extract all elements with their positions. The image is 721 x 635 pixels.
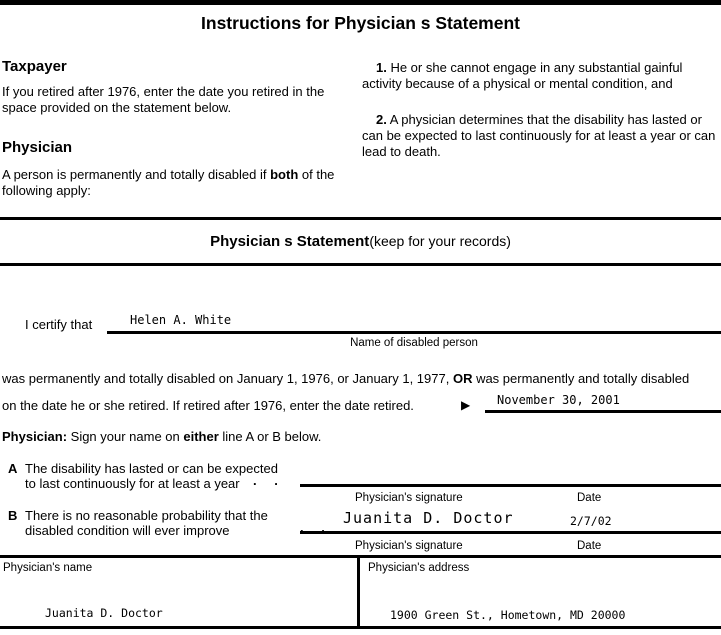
- line-b-signature-line[interactable]: [300, 531, 721, 534]
- item1-text: He or she cannot engage in any substanti…: [362, 60, 683, 91]
- sign-instr-physician: Physician:: [2, 429, 68, 444]
- line-b-signature-caption: Physician's signature: [355, 540, 463, 552]
- line-a-dot-leader: . .: [253, 473, 278, 488]
- line-a-signature-line[interactable]: [300, 484, 721, 487]
- line-a-date-caption: Date: [577, 492, 602, 504]
- physician-heading: Physician: [2, 139, 73, 156]
- physician-text-suffix: of the following apply:: [2, 167, 335, 198]
- sign-instruction: Physician: Sign your name on either line…: [2, 429, 321, 444]
- item1-number: 1.: [376, 60, 387, 75]
- physician-address-field[interactable]: 1900 Green St., Hometown, MD 20000: [390, 608, 626, 622]
- line-b-letter: B: [8, 508, 18, 523]
- disabled-person-name-field[interactable]: Helen A. White: [130, 313, 232, 327]
- footer-box-top-border: [0, 555, 721, 558]
- line-b-signature-field[interactable]: Juanita D. Doctor: [343, 509, 514, 527]
- statement-header-note: (keep for your records): [369, 233, 511, 249]
- para1-suffix: was permanently and totally disabled: [472, 371, 690, 386]
- para1-prefix: was permanently and totally disabled on …: [2, 371, 453, 386]
- footer-box-bottom-border: [0, 626, 721, 629]
- taxpayer-text: If you retired after 1976, enter the dat…: [2, 84, 325, 115]
- line-a-text: The disability has lasted or can be expe…: [25, 461, 278, 491]
- date-retired-field[interactable]: November 30, 2001: [497, 393, 620, 407]
- disabled-paragraph-line1: was permanently and totally disabled on …: [2, 371, 721, 386]
- statement-header: Physician s Statement(keep for your reco…: [0, 233, 721, 250]
- page-title: Instructions for Physician s Statement: [201, 13, 520, 33]
- line-a-signature-caption: Physician's signature: [355, 492, 463, 504]
- section-divider-top: [0, 217, 721, 220]
- para1-or: OR: [452, 371, 473, 386]
- disabled-paragraph-line2: on the date he or she retired. If retire…: [2, 398, 414, 413]
- line-b-date-caption: Date: [577, 540, 602, 552]
- physician-text-both: both: [270, 167, 299, 182]
- line-b-text: There is no reasonable probability that …: [25, 508, 268, 538]
- condition-item-1: 1. He or she cannot engage in any substa…: [362, 60, 719, 92]
- arrow-right-icon: ▶: [461, 398, 471, 412]
- taxpayer-heading: Taxpayer: [2, 58, 67, 75]
- statement-header-title: Physician s Statement: [210, 233, 370, 250]
- item2-number: 2.: [376, 112, 387, 127]
- top-rule: [0, 0, 721, 5]
- footer-box-divider: [357, 555, 360, 629]
- disabled-person-name-line[interactable]: [107, 331, 721, 334]
- physician-name-field[interactable]: Juanita D. Doctor: [45, 606, 163, 620]
- sign-instr-text2: line A or B below.: [218, 429, 322, 444]
- certify-label: I certify that: [25, 317, 93, 332]
- sign-instr-text1: Sign your name on: [67, 429, 184, 444]
- physician-text: A person is permanently and totally disa…: [2, 167, 354, 199]
- sign-instr-either: either: [183, 429, 219, 444]
- line-b-date-field[interactable]: 2/7/02: [570, 514, 612, 528]
- date-retired-line[interactable]: [485, 410, 721, 413]
- disabled-person-name-caption: Name of disabled person: [350, 337, 478, 349]
- physician-address-label: Physician's address: [368, 562, 470, 574]
- section-divider-bottom: [0, 263, 721, 266]
- physician-name-label: Physician's name: [3, 562, 93, 574]
- physician-text-prefix: A person is permanently and totally disa…: [2, 167, 271, 182]
- line-a-letter: A: [8, 461, 18, 476]
- item2-text: A physician determines that the disabili…: [362, 112, 716, 159]
- condition-item-2: 2. A physician determines that the disab…: [362, 112, 719, 160]
